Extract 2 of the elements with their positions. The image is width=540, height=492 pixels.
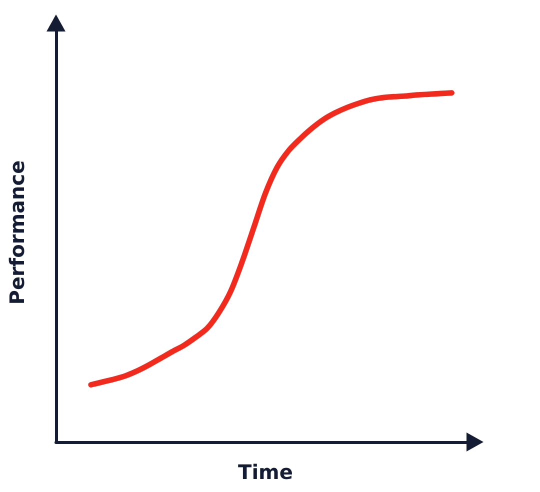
x-axis-title: Time <box>238 460 293 484</box>
y-axis-title: Performance <box>5 160 29 305</box>
